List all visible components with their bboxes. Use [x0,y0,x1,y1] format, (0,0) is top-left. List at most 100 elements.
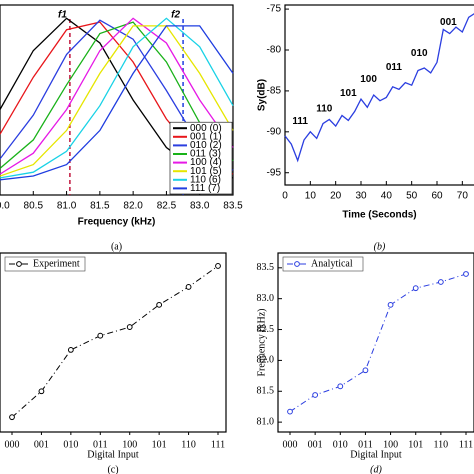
step-label: 011 [386,62,403,73]
data-point [437,279,444,285]
plot-frame [0,4,234,196]
x-tick-label: 110 [434,439,449,450]
y-tick-label: -90 [267,126,282,137]
y-tick-label: 83.5 [257,262,275,273]
x-tick-label: 111 [459,439,473,450]
x-tick-label: 000 [283,439,298,450]
legend-label: Experiment [33,258,80,269]
series-line [0,17,234,179]
legend-label: 001 (1) [190,131,222,142]
legend-label: Analytical [311,258,353,269]
legend-label: 100 (4) [190,157,222,168]
caption: (b) [374,241,386,252]
x-axis-label: Digital Input [87,449,139,460]
x-tick-label: 001 [34,439,49,450]
legend-box [4,256,86,272]
caption: (a) [111,241,122,252]
step-label: 110 [316,104,333,115]
y-axis-label: Sy(dB) [257,79,268,111]
x-tick-label: 81.5 [90,201,110,212]
x-tick-label: 60 [431,191,443,202]
y-tick-label: -75 [267,4,282,15]
panel: 80.0 80.5 81.0 81.5 82.0 82.5 83.0 83.5 Frequenc… [0,4,243,252]
x-axis-label: Time (Seconds) [342,210,416,221]
x-tick-label: 010 [333,439,348,450]
data-point [463,271,469,277]
data-point [126,324,133,330]
x-tick-label: 101 [408,439,423,450]
x-axis-label: Digital Input [350,449,402,460]
x-tick-label: 0 [282,191,288,202]
x-tick-label: 000 [5,439,20,450]
step-label: 101 [340,88,357,99]
data-point [97,332,104,339]
x-tick-label: 82.0 [123,201,143,212]
y-tick-label: 81.0 [257,416,275,427]
y-tick-label: 82.5 [257,324,275,335]
series-line [284,13,474,163]
x-tick-label: 70 [457,191,469,202]
series-line [0,25,234,177]
data-point [67,347,74,353]
data-point [9,414,15,421]
x-tick-label: 10 [305,191,317,202]
y-axis-label: Frequency (kHz) [256,308,267,376]
legend-label: 011 (3) [190,149,221,160]
y-tick-label: 81.5 [257,386,275,397]
series-line [0,25,234,181]
x-tick-label: 100 [122,439,137,450]
step-label: 010 [411,48,428,59]
x-tick-label: 82.5 [157,201,177,212]
x-tick-label: 80.0 [0,201,10,212]
x-tick-label: 83.5 [223,201,243,212]
legend-label: 010 (2) [190,140,222,151]
marker-label: f2 [171,10,180,21]
data-point [156,301,163,308]
x-tick-label: 111 [211,439,225,450]
x-tick-label: 81.0 [57,201,77,212]
caption: (d) [370,464,382,474]
x-tick-label: 011 [358,439,373,450]
data-point [362,367,369,374]
plot-frame [277,252,474,433]
x-tick-label: 001 [308,439,323,450]
data-point [287,408,293,415]
panel: 81.0 81.5 82.0 82.5 83.0 83.5 000 001 010 011 100 1… [256,252,474,474]
x-tick-label: 50 [406,191,418,202]
data-point [337,383,344,390]
x-tick-label: 010 [63,439,78,450]
step-label: 001 [440,17,457,28]
x-tick-label: 011 [93,439,108,450]
y-tick-label: -80 [267,45,282,56]
legend-marker [16,261,22,267]
y-tick-label: -85 [267,86,282,97]
series-line [0,17,234,175]
x-tick-label: 20 [330,191,342,202]
series-line [289,273,467,413]
data-point [412,285,419,292]
legend-label: 000 (0) [190,123,222,134]
plot-frame [0,252,227,433]
marker-label: f1 [58,10,67,21]
step-label: 100 [360,74,377,85]
x-tick-label: 100 [383,439,398,450]
x-tick-label: 83.0 [190,201,210,212]
data-point [312,392,319,398]
plot-frame [284,4,474,186]
x-tick-label: 110 [181,439,196,450]
x-tick-label: 101 [152,439,167,450]
legend-marker [294,261,300,267]
legend-label: 110 (6) [190,174,221,185]
panel: 000 001 010 011 100 101 110 111 Digital Input (c)… [0,252,227,474]
series-line [0,21,234,169]
y-tick-label: 82.0 [257,355,275,366]
legend-box [282,256,364,272]
x-tick-label: 80.5 [24,201,44,212]
y-tick-label: 83.0 [257,293,275,304]
legend-label: 101 (5) [190,166,222,177]
legend-box [169,121,233,195]
data-point [38,388,45,395]
data-point [185,284,192,290]
y-tick-label: -95 [267,167,282,178]
